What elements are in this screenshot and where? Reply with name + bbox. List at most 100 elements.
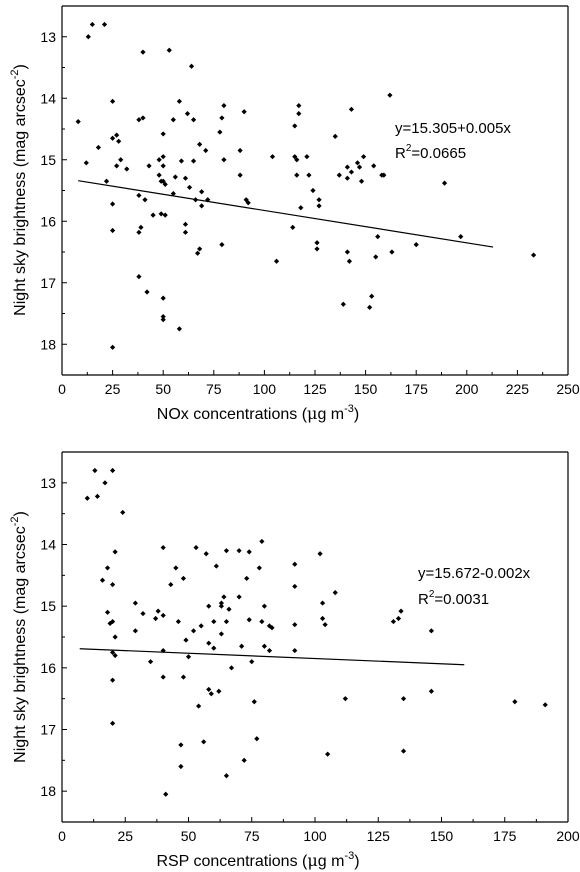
data-point xyxy=(75,119,81,125)
data-point xyxy=(228,665,235,671)
data-point xyxy=(381,172,387,178)
data-point xyxy=(83,160,89,166)
data-point xyxy=(110,98,116,104)
data-point xyxy=(110,227,116,234)
data-point xyxy=(458,234,464,240)
data-point xyxy=(146,163,152,169)
data-point xyxy=(400,748,407,754)
data-point xyxy=(319,615,326,622)
data-point xyxy=(344,164,350,170)
data-point xyxy=(369,293,375,299)
data-point xyxy=(92,467,98,474)
y-tick-label: 16 xyxy=(40,213,56,229)
data-point xyxy=(162,212,168,218)
data-point xyxy=(166,47,172,53)
data-point xyxy=(110,581,116,588)
data-point xyxy=(160,317,166,323)
data-point xyxy=(314,240,320,246)
data-point xyxy=(180,575,187,582)
data-point xyxy=(136,274,142,280)
data-point xyxy=(292,647,298,654)
data-point xyxy=(160,131,166,137)
regression-equation: y=15.305+0.005x xyxy=(395,120,511,137)
data-point xyxy=(213,563,219,569)
data-point xyxy=(296,103,302,109)
data-point xyxy=(103,178,110,184)
x-tick-label: 0 xyxy=(58,381,66,397)
x-tick-label: 50 xyxy=(181,828,197,844)
data-point xyxy=(102,480,108,486)
data-point xyxy=(140,610,146,617)
data-point xyxy=(317,551,323,557)
data-point xyxy=(348,106,355,112)
data-point xyxy=(332,590,338,596)
data-point xyxy=(266,647,273,654)
data-point xyxy=(114,163,120,169)
data-point xyxy=(136,229,142,235)
data-point xyxy=(110,201,116,207)
data-point xyxy=(344,175,350,181)
data-point xyxy=(542,702,548,708)
x-axis-title: NOx concentrations (μg m-3) xyxy=(157,403,359,423)
data-point xyxy=(110,135,116,141)
data-point xyxy=(356,164,363,170)
data-point xyxy=(190,117,197,123)
data-point xyxy=(530,252,537,258)
x-tick-label: 150 xyxy=(430,828,454,844)
x-tick-label: 100 xyxy=(303,828,327,844)
data-point xyxy=(322,622,328,628)
regression-line xyxy=(78,180,494,248)
data-point xyxy=(160,163,166,169)
data-point xyxy=(182,229,189,235)
data-point xyxy=(183,637,189,643)
data-point xyxy=(158,211,164,217)
data-point xyxy=(296,111,302,117)
data-point xyxy=(178,763,184,770)
data-point xyxy=(182,221,189,227)
y-axis-title: Night sky brightness (mag arcsec-2) xyxy=(9,511,29,763)
x-tick-label: 75 xyxy=(206,381,222,397)
data-point xyxy=(237,147,243,154)
data-point xyxy=(223,548,230,554)
data-point xyxy=(206,603,212,609)
data-point xyxy=(413,242,419,248)
data-point xyxy=(197,141,203,147)
data-point xyxy=(186,184,193,191)
data-point xyxy=(101,21,108,28)
x-tick-label: 75 xyxy=(244,828,260,844)
data-point xyxy=(176,98,182,104)
data-point xyxy=(110,677,116,683)
y-tick-label: 17 xyxy=(40,722,56,738)
y-tick-label: 13 xyxy=(40,475,56,491)
x-tick-label: 100 xyxy=(253,381,277,397)
x-tick-label: 250 xyxy=(556,381,580,397)
data-point xyxy=(306,172,312,178)
data-point xyxy=(94,493,101,499)
r-squared-label: R2=0.0665 xyxy=(395,143,466,162)
data-point xyxy=(114,132,120,138)
data-point xyxy=(112,549,118,555)
x-tick-label: 175 xyxy=(405,381,429,397)
x-axis-title: RSP concentrations (μg m-3) xyxy=(156,850,359,870)
y-tick-label: 14 xyxy=(40,537,56,553)
data-point xyxy=(199,189,205,195)
data-point xyxy=(316,203,322,209)
data-point xyxy=(118,157,124,163)
data-point xyxy=(180,674,187,680)
data-point xyxy=(203,551,209,557)
data-point xyxy=(124,166,130,172)
y-tick-label: 15 xyxy=(40,598,56,614)
data-point xyxy=(156,157,162,163)
y-tick-label: 13 xyxy=(40,29,56,45)
data-point xyxy=(269,625,275,631)
data-point xyxy=(211,618,217,625)
data-point xyxy=(110,618,116,625)
y-tick-label: 14 xyxy=(40,90,56,106)
data-point xyxy=(269,154,276,160)
data-point xyxy=(340,301,346,307)
data-point xyxy=(360,154,367,160)
data-point xyxy=(160,647,166,654)
data-point xyxy=(170,190,176,197)
data-point xyxy=(160,154,166,160)
data-point xyxy=(153,615,159,622)
